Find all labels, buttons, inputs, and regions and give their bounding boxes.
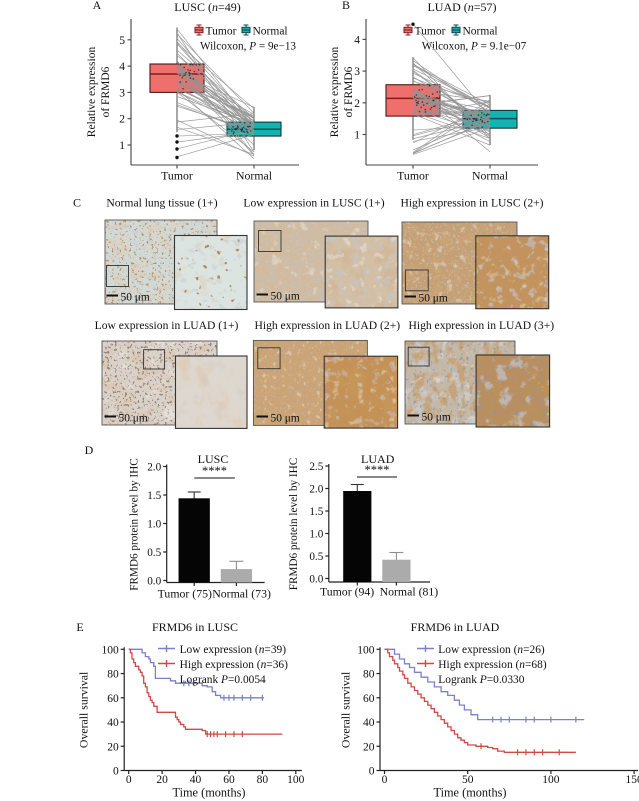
svg-text:2.0: 2.0	[147, 462, 161, 474]
svg-text:60: 60	[223, 774, 235, 786]
svg-text:50 μm: 50 μm	[271, 291, 300, 303]
svg-text:Time (months): Time (months)	[434, 786, 507, 800]
svg-text:80: 80	[257, 774, 269, 786]
svg-text:of FRMD6: of FRMD6	[100, 66, 112, 117]
svg-text:Tumor: Tumor	[397, 169, 429, 183]
svg-text:100: 100	[287, 774, 305, 786]
svg-text:100: 100	[101, 644, 119, 656]
svg-text:E: E	[76, 620, 83, 634]
svg-text:100: 100	[357, 644, 375, 656]
svg-text:1.0: 1.0	[147, 519, 161, 531]
svg-text:Normal: Normal	[236, 169, 273, 183]
svg-text:20: 20	[363, 741, 375, 753]
svg-text:1.5: 1.5	[147, 490, 161, 502]
svg-text:50 μm: 50 μm	[271, 413, 300, 425]
svg-text:Logrank P=0.0330: Logrank P=0.0330	[438, 674, 524, 686]
svg-text:Relative expression: Relative expression	[329, 47, 341, 138]
svg-text:3: 3	[354, 66, 360, 78]
svg-text:High expression (n=36): High expression (n=36)	[180, 659, 289, 671]
svg-text:High expression (n=68): High expression (n=68)	[438, 659, 547, 671]
svg-text:Low expression (n=26): Low expression (n=26)	[438, 644, 545, 656]
svg-text:LUAD: LUAD	[361, 452, 395, 466]
svg-text:1: 1	[119, 140, 125, 152]
svg-text:LUSC (n=49): LUSC (n=49)	[174, 0, 240, 14]
svg-text:Normal lung tissue (1+): Normal lung tissue (1+)	[106, 197, 217, 210]
svg-text:80: 80	[107, 669, 119, 681]
svg-text:of FRMD6: of FRMD6	[343, 66, 355, 117]
svg-text:0: 0	[369, 766, 375, 778]
svg-text:20: 20	[107, 741, 119, 753]
svg-text:0: 0	[126, 774, 132, 786]
svg-text:****: ****	[202, 464, 227, 478]
svg-text:Overall survival: Overall survival	[338, 671, 352, 748]
svg-text:B: B	[342, 0, 350, 12]
svg-text:FRMD6 in LUAD: FRMD6 in LUAD	[411, 620, 500, 634]
svg-text:FRMD6 in LUSC: FRMD6 in LUSC	[152, 620, 238, 634]
svg-text:0.5: 0.5	[147, 547, 161, 559]
svg-text:1: 1	[354, 130, 360, 142]
svg-text:4: 4	[354, 34, 360, 46]
svg-text:Normal (81): Normal (81)	[380, 585, 439, 599]
svg-text:5: 5	[119, 35, 125, 47]
svg-text:40: 40	[363, 717, 375, 729]
svg-text:Normal: Normal	[472, 169, 509, 183]
svg-text:50: 50	[462, 774, 474, 786]
svg-text:Tumor: Tumor	[206, 25, 237, 37]
svg-text:150: 150	[625, 774, 639, 786]
svg-text:50 μm: 50 μm	[419, 293, 448, 305]
svg-text:2.0: 2.0	[309, 484, 323, 496]
svg-text:0: 0	[113, 766, 119, 778]
svg-text:100: 100	[542, 774, 560, 786]
svg-text:4: 4	[119, 61, 125, 73]
svg-text:Normal: Normal	[463, 25, 498, 37]
svg-text:2.5: 2.5	[309, 461, 323, 473]
svg-text:2: 2	[354, 98, 360, 110]
svg-text:Wilcoxon, P = 9.1e−07: Wilcoxon, P = 9.1e−07	[422, 41, 527, 53]
svg-text:3: 3	[119, 87, 125, 99]
svg-text:80: 80	[363, 669, 375, 681]
svg-text:Normal: Normal	[253, 25, 288, 37]
svg-text:FRMD6 protein level by IHC: FRMD6 protein level by IHC	[288, 458, 300, 590]
svg-text:2: 2	[119, 114, 125, 126]
svg-text:40: 40	[107, 717, 119, 729]
svg-text:1.0: 1.0	[309, 529, 323, 541]
svg-text:FRMD6 protein level by IHC: FRMD6 protein level by IHC	[128, 458, 140, 590]
svg-text:Tumor (75): Tumor (75)	[158, 586, 212, 600]
svg-text:60: 60	[107, 693, 119, 705]
svg-text:Low expression in LUSC (1+): Low expression in LUSC (1+)	[243, 197, 384, 210]
svg-text:Low expression (n=39): Low expression (n=39)	[180, 644, 287, 656]
svg-text:D: D	[85, 443, 94, 457]
svg-text:****: ****	[365, 463, 390, 477]
svg-text:Time (months): Time (months)	[173, 786, 246, 800]
svg-text:60: 60	[363, 693, 375, 705]
svg-text:Tumor (94): Tumor (94)	[320, 585, 374, 599]
svg-text:Normal (73): Normal (73)	[212, 586, 271, 600]
svg-text:Overall survival: Overall survival	[77, 671, 91, 748]
svg-text:Relative expression: Relative expression	[86, 47, 98, 138]
svg-text:High expression in LUSC (2+): High expression in LUSC (2+)	[400, 197, 543, 210]
svg-text:0.5: 0.5	[309, 551, 323, 563]
svg-text:1.5: 1.5	[309, 506, 323, 518]
svg-text:Tumor: Tumor	[161, 169, 193, 183]
svg-text:Tumor: Tumor	[415, 25, 446, 37]
svg-text:Logrank P=0.0054: Logrank P=0.0054	[180, 674, 266, 686]
svg-text:Low expression in LUAD (1+): Low expression in LUAD (1+)	[95, 319, 239, 332]
svg-text:Wilcoxon, P = 9e−13: Wilcoxon, P = 9e−13	[200, 41, 296, 53]
svg-text:0.0: 0.0	[147, 576, 161, 588]
svg-text:C: C	[73, 196, 81, 210]
svg-text:0.0: 0.0	[309, 574, 323, 586]
svg-text:50 μm: 50 μm	[119, 413, 148, 425]
svg-text:50 μm: 50 μm	[422, 412, 451, 424]
svg-text:50 μm: 50 μm	[121, 292, 150, 304]
svg-text:A: A	[93, 0, 102, 12]
svg-text:0: 0	[382, 774, 388, 786]
svg-text:High expression in LUAD (3+): High expression in LUAD (3+)	[408, 319, 554, 332]
svg-text:High expression in LUAD (2+): High expression in LUAD (2+)	[254, 319, 400, 332]
svg-text:40: 40	[190, 774, 202, 786]
svg-text:20: 20	[156, 774, 168, 786]
svg-text:LUSC: LUSC	[198, 452, 229, 466]
svg-text:LUAD (n=57): LUAD (n=57)	[427, 0, 496, 14]
